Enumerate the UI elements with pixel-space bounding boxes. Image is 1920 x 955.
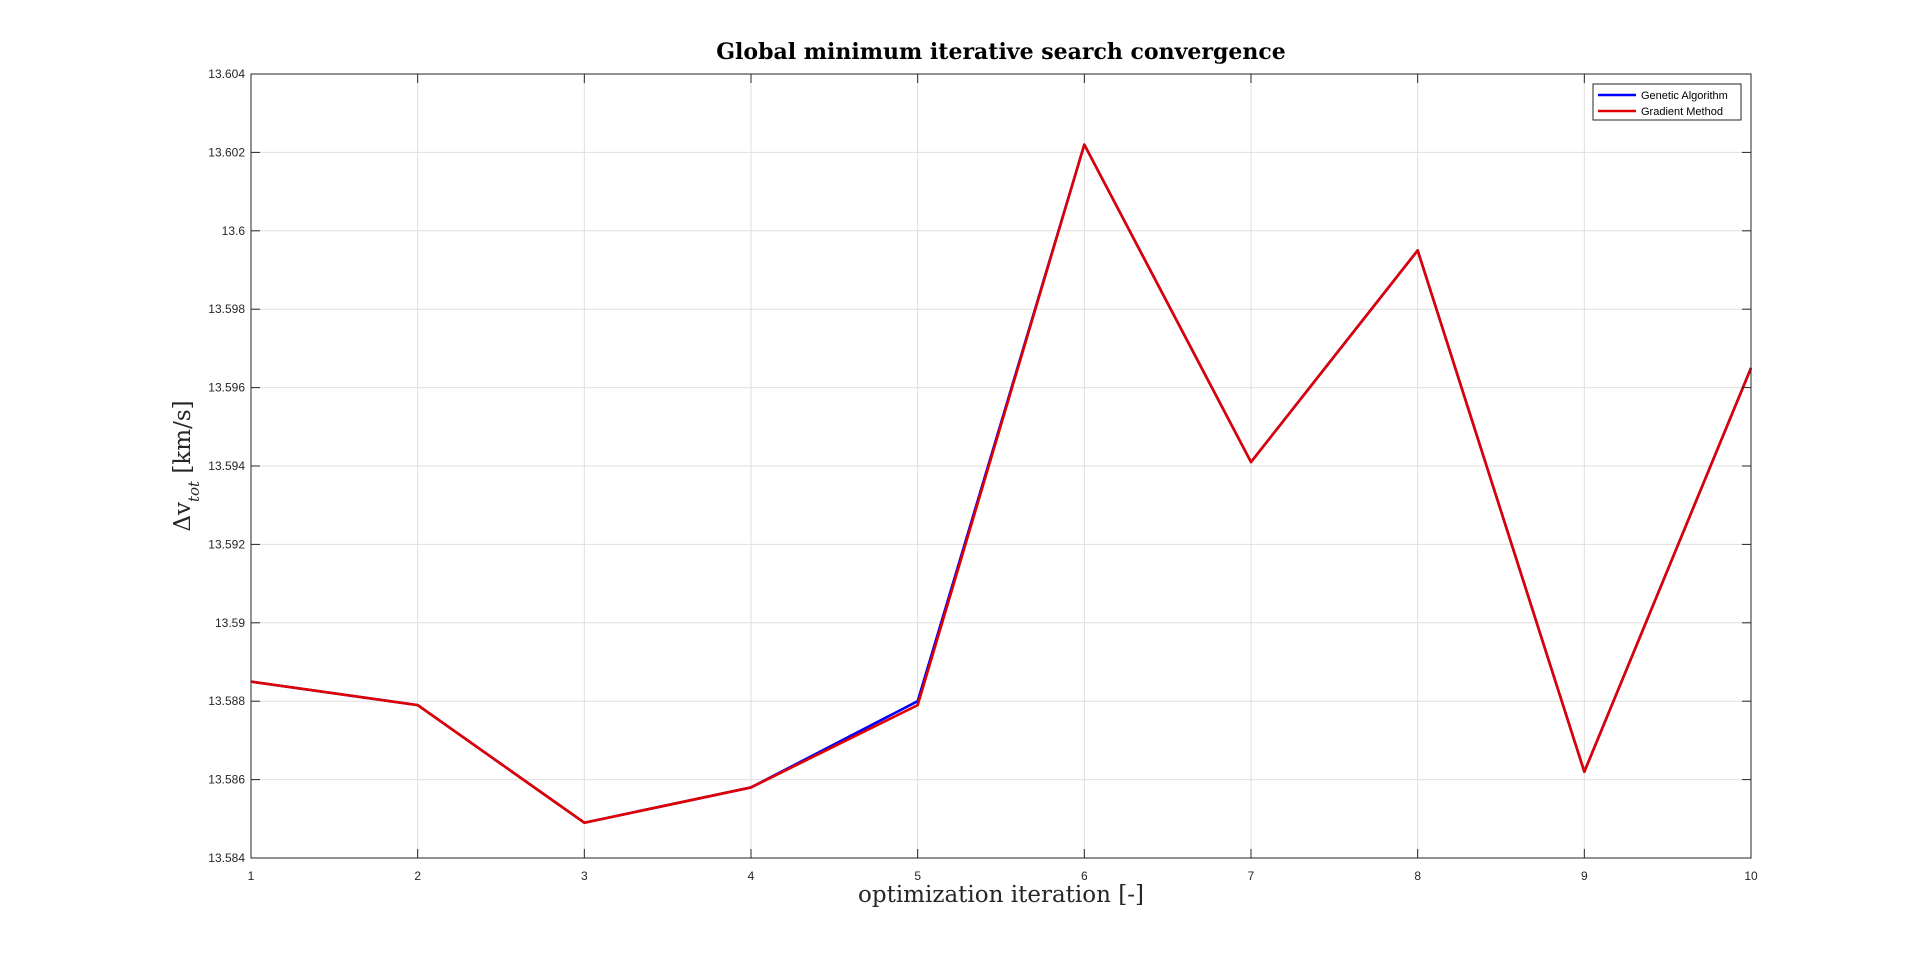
grid-layer: [250, 73, 1752, 859]
legend-box: [1592, 83, 1742, 121]
x-tick-label: 10: [1744, 869, 1758, 883]
x-tick-label: 3: [581, 869, 588, 883]
y-tick-label: 13.586: [208, 773, 245, 787]
x-tick-label: 2: [414, 869, 421, 883]
y-tick-label: 13.596: [208, 381, 245, 395]
y-axis-label-prefix: Δv: [170, 502, 196, 532]
series-line-genetic-algorithm: [250, 143, 1753, 825]
tick-layer: 1 2 3 4 5 6 7 8 9 10 13.584 13.586 13.588 13.59 13.592…: [208, 67, 1758, 883]
y-tick-label: 13.588: [208, 694, 245, 708]
series-line-gradient-method: [250, 143, 1753, 825]
legend-label: Gradient Method: [1641, 106, 1723, 118]
x-tick-label: 6: [1081, 869, 1088, 883]
y-tick-label: 13.602: [208, 145, 245, 159]
y-tick-label: 13.6: [222, 224, 246, 238]
y-tick-label: 13.584: [208, 851, 245, 865]
y-tick-label: 13.598: [208, 302, 245, 316]
series-layer: [250, 143, 1753, 825]
x-tick-label: 9: [1581, 869, 1588, 883]
y-axis-label-unit: [km/s]: [170, 400, 196, 481]
x-axis-label: optimization iteration [-]: [858, 882, 1144, 908]
y-tick-label: 13.592: [208, 537, 245, 551]
x-tick-label: 8: [1414, 869, 1421, 883]
y-axis-label: Δvtot [km/s]: [170, 400, 203, 531]
x-tick-label: 7: [1248, 869, 1255, 883]
x-tick-label: 1: [248, 869, 255, 883]
y-tick-label: 13.594: [208, 459, 245, 473]
legend-label: Genetic Algorithm: [1641, 90, 1728, 102]
y-tick-label: 13.59: [215, 616, 245, 630]
legend: Genetic Algorithm Gradient Method: [1592, 83, 1742, 121]
y-axis-label-subscript: tot: [185, 480, 203, 502]
x-tick-label: 5: [914, 869, 921, 883]
chart-title: Global minimum iterative search converge…: [716, 39, 1285, 65]
y-tick-label: 13.604: [208, 67, 245, 81]
x-tick-label: 4: [748, 869, 755, 883]
